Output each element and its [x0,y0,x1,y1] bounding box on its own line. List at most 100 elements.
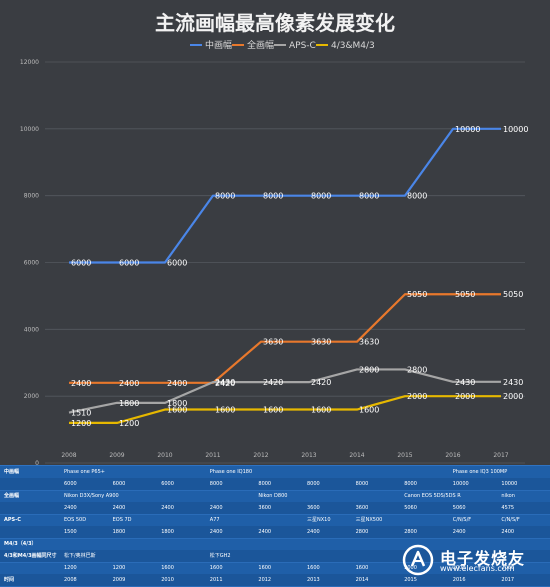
table-cell: 1800 [112,529,126,535]
table-cell: 2016 [452,577,466,583]
table-cell: 6000 [64,481,77,487]
table-cell: 2011 [209,577,223,583]
y-tick-label: 4000 [24,326,39,333]
table-cell: 8000 [404,481,417,487]
x-tick-label: 2009 [109,452,124,459]
data-label: 1200 [71,419,91,428]
table-cell: C/N/S/F [501,517,520,523]
y-tick-label: 8000 [24,193,39,200]
x-tick-label: 2008 [61,452,76,459]
table-cell: 2400 [307,529,320,535]
table-cell: 2400 [161,505,174,511]
watermark-brand: 电子发烧友 [440,549,526,568]
table-cell: 10000 [501,481,518,487]
legend-label: 中画幅 [205,39,232,51]
watermark-logo-icon [402,544,434,576]
table-cell: 2800 [404,529,417,535]
x-tick-label: 2011 [205,452,220,459]
data-label: 2800 [407,365,427,374]
data-label: 1600 [359,406,379,415]
table-cell: EOS 7D [112,517,132,523]
table-cell: 2000 [452,565,466,571]
chart-legend: 中画幅 全画幅 APS-C 4/3&M4/3 [190,39,375,51]
data-label: 2430 [455,378,475,387]
data-label: 10000 [455,125,480,134]
table-cell: 6000 [161,481,174,487]
data-label: 1600 [311,406,331,415]
table-cell: 8000 [355,481,369,487]
table-cell: Phase one IQ180 [209,469,253,475]
data-label: 8000 [311,192,331,201]
data-label: 1510 [71,409,91,418]
data-label: 2430 [503,378,523,387]
table-cell: 1600 [161,565,174,571]
table-cell: 1200 [64,565,77,571]
table-row: 1500 1800 1800 2400 2400 2400 2800 2800 2400 2400 [0,526,550,539]
series-line [69,395,501,424]
y-tick-label: 6000 [24,260,39,267]
x-axis: 2008 2009 2010 2011 2012 2013 2014 2015 2016 2017 [61,452,508,459]
series-line [69,127,501,264]
data-label: 3630 [359,338,379,347]
x-tick-label: 2012 [253,452,268,459]
y-tick-label: 12000 [20,59,39,66]
table-cell: 1200 [112,565,126,571]
data-label: 5050 [455,290,475,299]
table-cell: 2010 [161,577,174,583]
table-cell: EOS 50D [64,517,87,523]
data-label: 5050 [503,290,523,299]
table-cell: 1600 [209,565,223,571]
table-cell: 3600 [307,505,320,511]
table-cell: 松下GH2 [209,553,231,559]
data-label: 2400 [71,379,91,388]
watermark-url: www.elecfans.com [440,564,515,573]
table-cell: 1600 [355,565,369,571]
table-cell: 2400 [209,505,223,511]
table-row-header: M4/3（4/3） [4,541,37,547]
data-label: 6000 [119,259,139,268]
table-cell: 2000 [404,565,417,571]
table-row-header: 全画幅 [4,493,20,499]
table-cell: Nikon D3X/Sony A900 [64,493,119,499]
data-label: 6000 [71,259,91,268]
table-cell: 2017 [501,577,515,583]
table-cell: 1500 [64,529,77,535]
data-label: 1600 [263,406,283,415]
table-cell: 2400 [452,529,466,535]
table-cell: 2400 [258,529,272,535]
table-cell: 1800 [161,529,174,535]
table-cell: Phase one IQ3 100MP [452,469,508,475]
table-cell: 2400 [112,505,126,511]
y-axis: 0 2000 4000 6000 8000 10000 12000 [20,59,39,465]
table-cell: 三星NX10 [307,517,331,523]
table-cell: 2014 [355,577,369,583]
y-tick-label: 0 [35,460,39,465]
y-tick-label: 10000 [20,126,39,133]
table-cell: 2009 [112,577,126,583]
data-label: 6000 [167,259,187,268]
series-lines [68,127,501,424]
table-cell: 2400 [501,529,515,535]
table-cell: 松下/奥林巴斯 [64,553,96,559]
data-label: 5050 [407,290,427,299]
data-label: 2420 [311,378,331,387]
table-cell: 1600 [307,565,320,571]
data-label: 2000 [455,392,475,401]
data-label: 2800 [359,365,379,374]
table-cell: 5060 [404,505,417,511]
table-cell: 2008 [64,577,77,583]
data-label: 8000 [407,192,427,201]
table-cell: 8000 [209,481,223,487]
table-row-header: APS-C [4,517,21,523]
table-cell: 2013 [307,577,320,583]
table-cell: 2012 [258,577,272,583]
table-cell: C/N/S/F [452,517,472,523]
table-cell: A77 [209,517,220,523]
table-cell: 三星NX500 [355,517,383,523]
table-cell: 2400 [209,529,223,535]
chart-title: 主流画幅最高像素发展变化 [155,11,395,35]
data-label: 2400 [119,379,139,388]
table-row: 2400 2400 2400 2400 3600 3600 3600 5060 5060 4575 [0,502,550,515]
x-tick-label: 2010 [157,452,172,459]
data-label: 1800 [167,399,187,408]
